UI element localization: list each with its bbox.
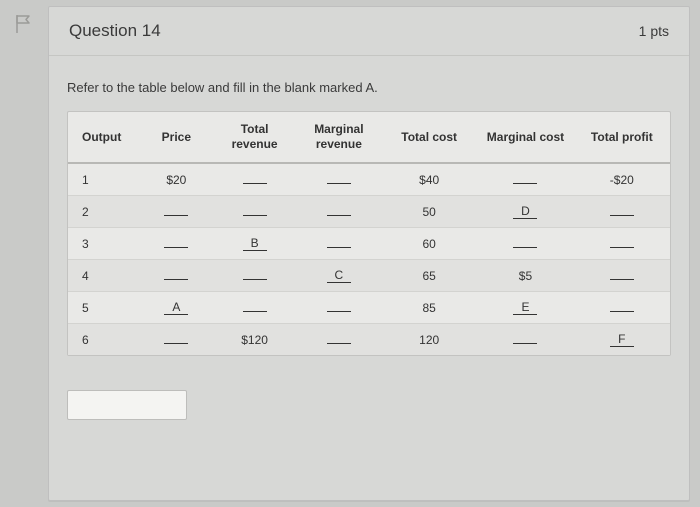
col-totprofit: Total profit xyxy=(574,112,670,163)
col-margcost: Marginal cost xyxy=(477,112,573,163)
col-totrev: Total revenue xyxy=(212,112,296,163)
question-title: Question 14 xyxy=(69,21,161,41)
table-row: 5 A 85 E xyxy=(68,292,670,324)
table-row: 3 B 60 xyxy=(68,228,670,260)
answer-input[interactable] xyxy=(67,390,187,420)
col-output: Output xyxy=(68,112,140,163)
col-margrev: Marginal revenue xyxy=(297,112,381,163)
table-row: 2 50 D xyxy=(68,196,670,228)
question-points: 1 pts xyxy=(639,23,669,39)
col-totcost: Total cost xyxy=(381,112,477,163)
question-prompt: Refer to the table below and fill in the… xyxy=(67,80,671,95)
table-row: 6 $120 120 F xyxy=(68,324,670,356)
question-card: Question 14 1 pts Refer to the table bel… xyxy=(48,6,690,501)
flag-icon[interactable] xyxy=(15,14,33,34)
data-table: Output Price Total revenue Marginal reve… xyxy=(67,111,671,356)
col-price: Price xyxy=(140,112,212,163)
table-row: 4 C 65 $5 xyxy=(68,260,670,292)
table-row: 1 $20 $40 -$20 xyxy=(68,163,670,196)
